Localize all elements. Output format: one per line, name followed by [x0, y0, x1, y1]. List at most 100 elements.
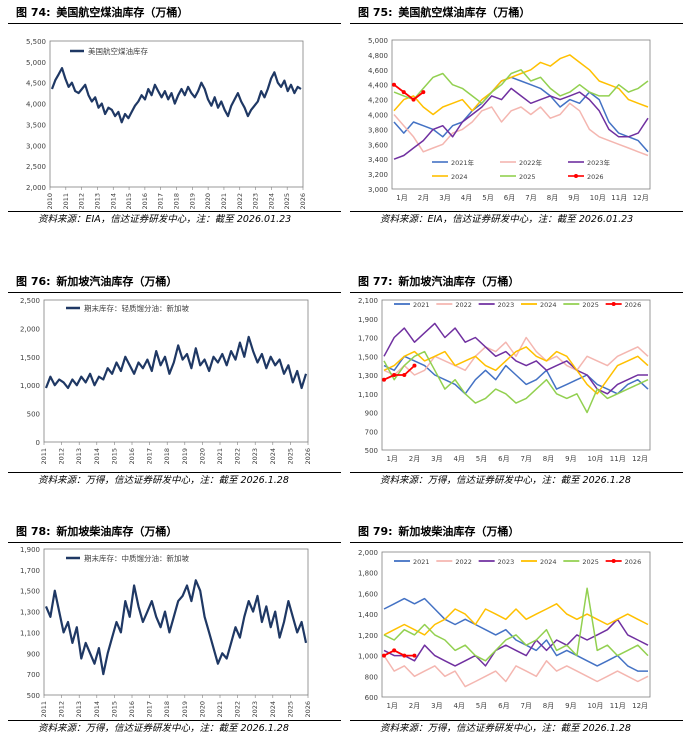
legend-label: 2021	[413, 301, 430, 309]
x-tick-label: 2018	[163, 448, 171, 465]
y-tick-label: 1,700	[358, 335, 378, 343]
panel-fig75: 图 75: 美国航空煤油库存（万桶） 3,000 3,200 3,400 3,600 3…	[350, 3, 683, 225]
source-note: 资料来源：万得，信达证券研发中心，注：截至 2026.1.28	[8, 472, 341, 488]
x-tick-label: 2016	[128, 448, 136, 465]
x-tick-label: 2021	[216, 701, 224, 718]
x-tick-label: 5月	[476, 702, 487, 710]
source-note: 资料来源：EIA，信达证券研发中心，注：截至 2026.01.23	[8, 211, 341, 227]
y-tick-label: 3,200	[368, 171, 388, 179]
legend-label: 2023年	[587, 158, 611, 167]
plot-frame	[43, 548, 309, 696]
series-point-2026	[382, 377, 386, 382]
series-line-2021	[383, 355, 649, 395]
legend-label: 2022年	[519, 158, 543, 167]
x-tick-label: 10月	[587, 702, 603, 710]
chart-fig78: 500 700 900 1,100 1,300 1,500 1,700 1,900 2011 20…	[20, 546, 312, 718]
y-tick-label: 1,500	[20, 588, 40, 596]
series-line-2022	[383, 655, 649, 688]
x-tick-label: 10月	[590, 194, 606, 202]
x-tick-label: 9月	[565, 455, 576, 463]
figure-caption: 美国航空煤油库存（万桶）	[398, 6, 531, 19]
series-point-2026	[402, 373, 407, 377]
x-tick-label: 2013	[93, 193, 101, 210]
y-tick-label: 1,300	[20, 609, 40, 617]
y-tick-label: 1,800	[358, 570, 378, 578]
x-tick-label: 2015	[125, 193, 133, 210]
x-tick-label: 2016	[128, 701, 136, 718]
y-tick-label: 500	[27, 692, 40, 700]
x-tick-label: 8月	[543, 702, 554, 710]
legend-label: 2021年	[451, 158, 475, 167]
x-tick-label: 2019	[181, 448, 189, 465]
figure-number: 图 78:	[16, 525, 51, 538]
series-point-2026	[412, 653, 417, 658]
y-tick-label: 900	[365, 410, 378, 418]
source-note: 资料来源：EIA，信达证券研发中心，注：截至 2026.01.23	[350, 211, 683, 227]
legend-label: 2023	[498, 301, 515, 309]
y-tick-label: 0	[36, 439, 40, 447]
legend-label: 期末库存：轻质馏分油：新加坡	[84, 303, 189, 313]
y-tick-label: 1,300	[358, 372, 378, 380]
legend-marker	[574, 174, 578, 178]
y-tick-label: 2,000	[358, 549, 378, 557]
series-line-2023	[383, 618, 649, 667]
y-tick-label: 1,900	[20, 546, 40, 554]
series-line-2025	[393, 69, 649, 105]
x-tick-label: 2022	[234, 448, 242, 465]
y-tick-label: 3,000	[368, 186, 388, 194]
x-tick-label: 2023	[251, 701, 259, 718]
x-tick-label: 2019	[188, 193, 196, 210]
x-tick-label: 2013	[75, 448, 83, 465]
y-tick-label: 1,600	[358, 590, 378, 598]
y-tick-label: 700	[365, 428, 378, 436]
x-tick-label: 2月	[409, 455, 420, 463]
y-tick-label: 1,000	[20, 382, 40, 390]
legend-label: 期末库存：中质馏分油：新加坡	[84, 553, 189, 563]
panel-fig79: 图 79: 新加坡柴油库存（万桶） 600 800 1,000 1,200 1,400 1…	[350, 522, 683, 734]
x-tick-label: 2020	[204, 193, 212, 210]
legend-label: 2023	[498, 558, 515, 566]
y-tick-label: 1,500	[20, 354, 40, 362]
y-tick-label: 1,400	[358, 611, 378, 619]
figure-caption: 美国航空煤油库存（万桶）	[56, 6, 189, 19]
x-tick-label: 1月	[386, 455, 397, 463]
series-line-2022年	[393, 102, 649, 157]
x-tick-label: 8月	[543, 455, 554, 463]
figure-title: 图 78: 新加坡柴油库存（万桶）	[8, 522, 341, 543]
x-tick-label: 2018	[173, 193, 181, 210]
y-tick-label: 2,000	[26, 184, 46, 192]
y-tick-label: 4,200	[368, 97, 388, 105]
x-tick-label: 2022	[236, 193, 244, 210]
y-tick-label: 1,200	[358, 632, 378, 640]
series-line-2021	[383, 597, 648, 672]
y-tick-label: 1,500	[358, 353, 378, 361]
x-tick-label: 2014	[93, 448, 101, 465]
y-tick-label: 1,700	[20, 567, 40, 575]
plot-frame	[381, 551, 651, 698]
x-tick-label: 9月	[568, 194, 579, 202]
figure-number: 图 77:	[358, 275, 393, 288]
plot-frame	[391, 39, 651, 190]
series-line-2025	[383, 587, 649, 662]
x-tick-label: 7月	[520, 702, 531, 710]
figure-title: 图 77: 新加坡汽油库存（万桶）	[350, 272, 683, 293]
x-tick-label: 2023	[251, 448, 259, 465]
figure-caption: 新加坡汽油库存（万桶）	[56, 275, 178, 288]
x-tick-label: 2021	[220, 193, 228, 210]
y-tick-label: 2,000	[20, 325, 40, 333]
legend-label: 2025	[519, 173, 536, 181]
x-tick-label: 2010	[46, 193, 54, 210]
y-tick-label: 3,800	[368, 126, 388, 134]
x-tick-label: 2019	[181, 701, 189, 718]
y-tick-label: 500	[365, 447, 378, 455]
legend-label: 2025	[582, 301, 599, 309]
y-tick-label: 500	[27, 411, 40, 419]
x-tick-label: 3月	[431, 702, 442, 710]
series-line-2025	[383, 350, 649, 414]
x-tick-label: 2025	[286, 448, 294, 465]
panel-fig76: 图 76: 新加坡汽油库存（万桶） 0 500 1,000 1,500 2,000 2,5…	[8, 272, 341, 486]
series-line-2026	[383, 364, 416, 381]
y-tick-label: 4,500	[26, 80, 46, 88]
x-tick-label: 11月	[610, 702, 626, 710]
panel-fig74: 图 74: 美国航空煤油库存（万桶） 2,000 2,500 3,000 3,500 4…	[8, 3, 341, 225]
